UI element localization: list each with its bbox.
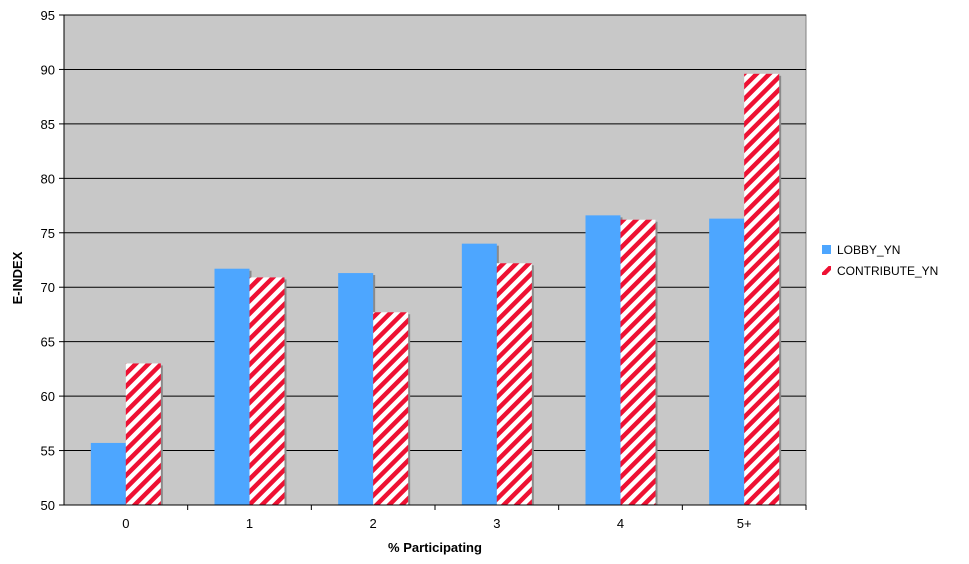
y-tick-label: 60 — [41, 389, 55, 404]
gridlines — [64, 14, 806, 452]
x-tick-label: 4 — [617, 516, 624, 531]
x-tick-label: 1 — [246, 516, 253, 531]
bar-lobby-yn — [214, 268, 250, 505]
bar-lobby-yn — [90, 442, 126, 505]
legend: LOBBY_YN CONTRIBUTE_YN — [822, 243, 938, 278]
bar-lobby-yn — [585, 215, 621, 505]
x-tick-label: 5+ — [737, 516, 752, 531]
y-tick-label: 65 — [41, 335, 55, 350]
bar-contribute-yn — [249, 277, 285, 505]
y-tick-label: 70 — [41, 280, 55, 295]
x-axis-ticks: 0 1 2 3 4 5+ — [122, 505, 807, 531]
y-tick-label: 85 — [41, 117, 55, 132]
y-axis-ticks: 50 55 60 65 70 75 80 85 90 95 — [41, 8, 64, 513]
bars — [90, 73, 782, 506]
x-tick-label: 3 — [493, 516, 500, 531]
plot-area — [63, 14, 807, 506]
y-tick-label: 50 — [41, 498, 55, 513]
x-tick-label: 2 — [370, 516, 377, 531]
bar-contribute-yn — [620, 219, 656, 505]
bar-contribute-yn — [373, 312, 409, 505]
bar-contribute-yn — [125, 363, 161, 505]
y-tick-label: 90 — [41, 62, 55, 77]
y-tick-label: 55 — [41, 444, 55, 459]
legend-label-lobby-yn: LOBBY_YN — [837, 243, 900, 257]
bar-lobby-yn — [461, 243, 497, 505]
bar-lobby-yn — [338, 273, 374, 505]
legend-label-contribute-yn: CONTRIBUTE_YN — [837, 264, 938, 278]
x-axis-title: % Participating — [388, 540, 482, 555]
bar-contribute-yn — [744, 73, 780, 506]
bar-lobby-yn — [709, 218, 745, 505]
x-tick-label: 0 — [122, 516, 129, 531]
y-tick-label: 75 — [41, 226, 55, 241]
bar-contribute-yn — [496, 263, 532, 505]
y-tick-label: 80 — [41, 171, 55, 186]
legend-swatch-contribute-yn — [822, 266, 831, 275]
y-axis-title: E-INDEX — [10, 251, 25, 304]
legend-swatch-lobby-yn — [822, 245, 831, 254]
y-tick-label: 95 — [41, 8, 55, 23]
